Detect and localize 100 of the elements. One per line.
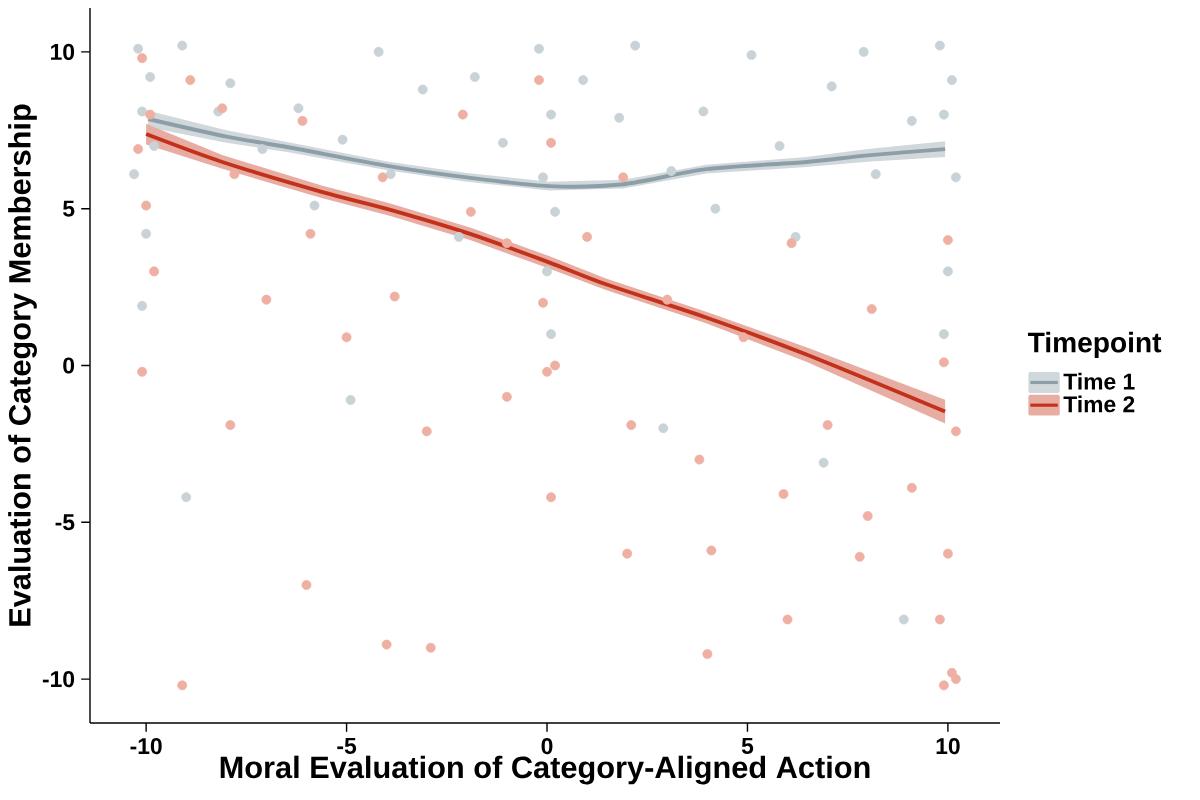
point (305, 228, 316, 239)
point (465, 206, 476, 217)
point (185, 75, 196, 86)
point (938, 680, 949, 691)
point (389, 291, 400, 302)
point (951, 426, 961, 437)
point (626, 420, 637, 430)
point (257, 144, 268, 155)
legend-label: Time 1 (1063, 372, 1135, 390)
point (337, 134, 348, 145)
point (906, 482, 917, 493)
point (942, 548, 953, 559)
point (137, 300, 148, 311)
point (778, 489, 789, 499)
point (938, 109, 949, 120)
point (225, 78, 236, 89)
legend-label: Time 2 (1063, 395, 1135, 413)
point (177, 680, 188, 691)
point (662, 294, 673, 305)
x-tick-label: -10 (130, 737, 162, 755)
legend-title: Timepoint (1027, 331, 1162, 358)
point (550, 360, 560, 371)
point (938, 329, 949, 340)
point (502, 238, 512, 249)
point (934, 614, 945, 625)
point (534, 43, 544, 54)
point (137, 53, 148, 64)
point (137, 366, 148, 377)
point (453, 232, 464, 242)
point (906, 115, 917, 126)
point (345, 395, 356, 405)
point (942, 235, 953, 245)
y-tick-label: 10 (51, 43, 75, 60)
point (546, 329, 556, 340)
point (578, 75, 589, 86)
point (658, 423, 669, 434)
point (746, 50, 757, 60)
point (381, 639, 392, 650)
point (534, 75, 544, 86)
point (141, 200, 152, 211)
point (309, 200, 320, 211)
x-tick-label: 10 (936, 737, 960, 755)
point (934, 40, 945, 51)
point (702, 649, 713, 659)
point (141, 228, 152, 239)
point (618, 172, 629, 183)
point (550, 206, 560, 217)
x-axis-title: Moral Evaluation of Category-Aligned Action (220, 755, 870, 785)
point (782, 614, 793, 625)
point (942, 266, 953, 277)
point (177, 40, 188, 51)
point (261, 294, 272, 305)
point (149, 266, 160, 277)
point (710, 203, 721, 214)
point (826, 81, 837, 92)
y-tick-label: 5 (63, 200, 75, 217)
x-tick-label: 5 (741, 738, 754, 754)
point (377, 172, 388, 183)
point (469, 72, 480, 82)
point (698, 106, 709, 117)
point (538, 297, 548, 308)
point (133, 43, 144, 54)
point (225, 420, 236, 430)
point (145, 72, 156, 82)
point (297, 115, 308, 126)
point (858, 46, 869, 57)
point (373, 46, 384, 57)
point (706, 545, 717, 556)
y-tick-label: -5 (55, 514, 75, 531)
point (866, 304, 877, 314)
point (293, 103, 304, 114)
point (694, 454, 705, 465)
point (538, 172, 548, 183)
y-tick-label: -10 (42, 671, 75, 688)
point (738, 332, 749, 343)
point (614, 112, 625, 123)
y-tick-label: 0 (63, 357, 75, 374)
point (630, 40, 641, 51)
point (129, 169, 140, 180)
point (938, 357, 949, 368)
point (818, 457, 829, 468)
point (542, 366, 552, 377)
point (862, 511, 873, 521)
point (898, 614, 909, 625)
point (786, 238, 797, 249)
point (666, 166, 677, 176)
point (137, 106, 148, 117)
point (498, 137, 508, 148)
y-axis-title: Evaluation of Category Membership (8, 104, 37, 626)
point (133, 144, 144, 155)
point (421, 426, 432, 437)
x-tick-label: -5 (337, 738, 357, 754)
point (217, 103, 228, 114)
point (582, 232, 593, 242)
point (417, 84, 428, 95)
point (425, 642, 436, 653)
point (149, 141, 160, 151)
point (385, 169, 396, 180)
point (229, 169, 240, 180)
x-tick-label: 0 (541, 737, 553, 755)
